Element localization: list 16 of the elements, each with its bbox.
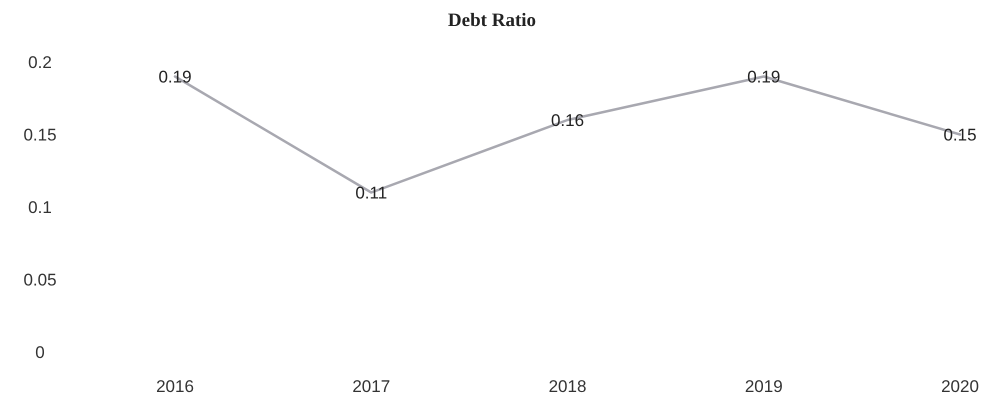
x-tick-label: 2018 xyxy=(548,377,586,396)
x-tick-label: 2019 xyxy=(744,377,783,396)
y-tick-label: 0.05 xyxy=(23,270,57,290)
data-label: 0.16 xyxy=(550,110,584,130)
y-tick-label: 0.1 xyxy=(28,198,52,217)
y-tick-label: 0.2 xyxy=(28,52,52,72)
data-label: 0.11 xyxy=(355,183,388,202)
y-tick-label: 0 xyxy=(35,342,45,362)
x-tick-label: 2020 xyxy=(941,377,979,396)
chart-title: Debt Ratio xyxy=(448,10,536,31)
data-label: 0.19 xyxy=(158,67,192,86)
y-tick-label: 0.15 xyxy=(23,125,57,144)
data-label: 0.15 xyxy=(943,125,977,144)
x-tick-label: 2016 xyxy=(156,377,194,396)
x-tick-label: 2017 xyxy=(352,377,390,396)
data-label: 0.19 xyxy=(747,67,780,86)
